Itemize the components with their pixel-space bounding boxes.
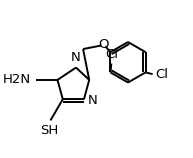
Text: H2N: H2N (3, 73, 31, 86)
Text: O: O (98, 38, 109, 51)
Text: Cl: Cl (155, 68, 168, 81)
Text: SH: SH (41, 124, 59, 137)
Text: Cl: Cl (105, 48, 118, 61)
Text: N: N (88, 94, 98, 107)
Text: N: N (70, 51, 80, 64)
